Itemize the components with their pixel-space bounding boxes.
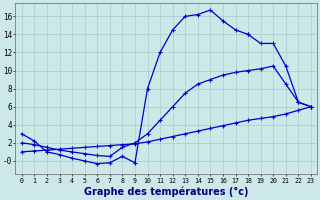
X-axis label: Graphe des températures (°c): Graphe des températures (°c) (84, 187, 249, 197)
